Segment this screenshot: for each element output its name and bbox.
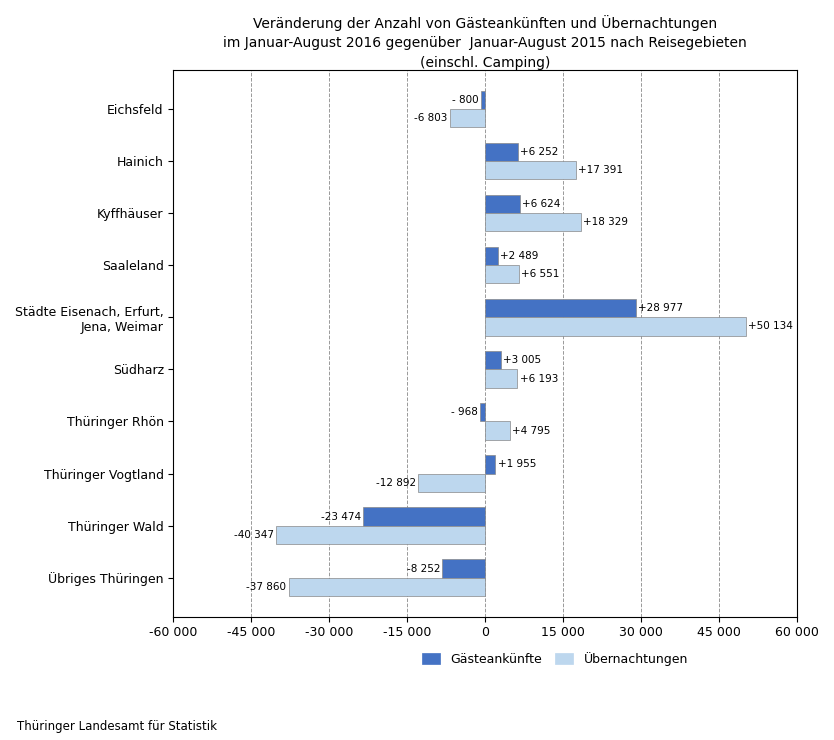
- Text: +6 551: +6 551: [521, 269, 560, 280]
- Text: -8 252: -8 252: [407, 564, 440, 574]
- Bar: [481, 91, 485, 109]
- Text: +3 005: +3 005: [503, 355, 541, 366]
- Bar: [480, 403, 485, 422]
- Bar: [485, 265, 520, 283]
- Text: +18 329: +18 329: [583, 218, 628, 227]
- Text: +6 624: +6 624: [522, 199, 560, 209]
- Bar: [364, 508, 485, 525]
- Text: +6 193: +6 193: [520, 374, 558, 383]
- Text: -40 347: -40 347: [234, 530, 274, 539]
- Bar: [485, 247, 498, 265]
- Text: - 968: - 968: [451, 407, 478, 417]
- Bar: [442, 559, 485, 578]
- Text: -12 892: -12 892: [376, 478, 416, 488]
- Text: Thüringer Landesamt für Statistik: Thüringer Landesamt für Statistik: [17, 719, 217, 733]
- Bar: [419, 474, 485, 492]
- Text: +28 977: +28 977: [638, 303, 683, 313]
- Bar: [485, 143, 518, 161]
- Text: +1 955: +1 955: [498, 460, 536, 469]
- Bar: [485, 352, 501, 369]
- Text: -37 860: -37 860: [246, 582, 286, 592]
- Bar: [485, 455, 495, 474]
- Bar: [485, 195, 520, 213]
- Text: +6 252: +6 252: [520, 147, 558, 157]
- Bar: [289, 578, 485, 596]
- Text: +17 391: +17 391: [578, 165, 623, 175]
- Legend: Gästeankünfte, Übernachtungen: Gästeankünfte, Übernachtungen: [417, 647, 693, 670]
- Text: - 800: - 800: [452, 95, 479, 105]
- Title: Veränderung der Anzahl von Gästeankünften und Übernachtungen
im Januar-August 20: Veränderung der Anzahl von Gästeankünfte…: [224, 15, 747, 70]
- Bar: [485, 299, 636, 317]
- Bar: [485, 422, 510, 440]
- Text: -23 474: -23 474: [321, 511, 361, 522]
- Bar: [450, 109, 485, 127]
- Bar: [485, 317, 746, 335]
- Bar: [485, 161, 575, 179]
- Text: +2 489: +2 489: [500, 251, 539, 261]
- Text: +50 134: +50 134: [748, 321, 793, 332]
- Bar: [275, 525, 485, 544]
- Bar: [485, 213, 580, 232]
- Bar: [485, 369, 517, 388]
- Text: -6 803: -6 803: [414, 113, 448, 123]
- Text: +4 795: +4 795: [512, 425, 550, 436]
